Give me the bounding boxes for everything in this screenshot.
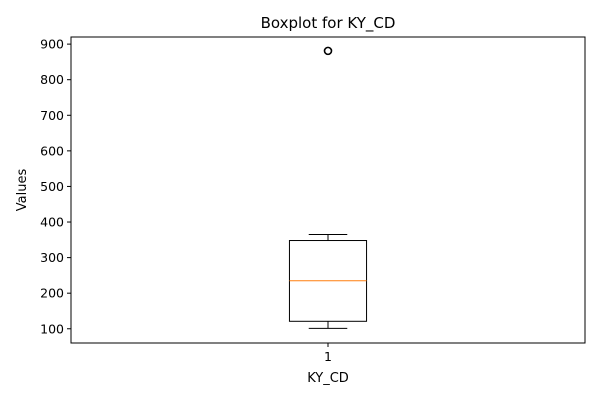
y-tick-label-800: 800 <box>40 72 64 87</box>
outlier-point-0 <box>323 46 333 56</box>
y-tick-label-600: 600 <box>40 143 64 158</box>
y-tick-label-200: 200 <box>40 286 64 301</box>
plot-frame <box>70 36 586 344</box>
y-tick-label-300: 300 <box>40 250 64 265</box>
x-axis-label: KY_CD <box>307 371 349 386</box>
plot-layer <box>288 46 368 329</box>
x-tick-label-1: 1 <box>324 349 332 364</box>
y-axis-label: Values <box>15 169 30 212</box>
chart-title: Boxplot for KY_CD <box>261 14 396 33</box>
y-tick-label-500: 500 <box>40 179 64 194</box>
y-tick-label-400: 400 <box>40 215 64 230</box>
y-tick-label-700: 700 <box>40 108 64 123</box>
y-tick-label-100: 100 <box>40 321 64 336</box>
y-tick-label-900: 900 <box>40 37 64 52</box>
